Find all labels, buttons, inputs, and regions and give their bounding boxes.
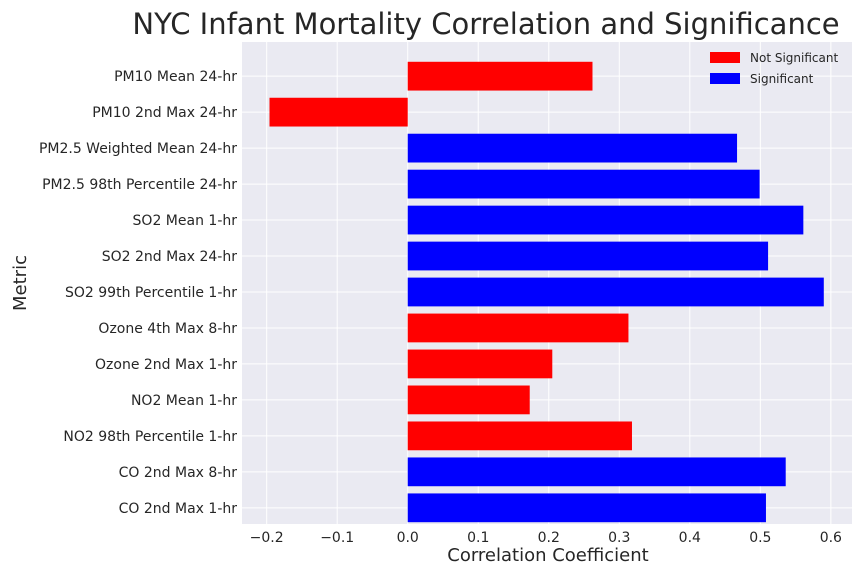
- bar: [407, 205, 804, 235]
- bar: [407, 133, 738, 163]
- y-tick-labels: PM10 Mean 24-hr PM10 2nd Max 24-hr PM2.5 W…: [39, 69, 237, 517]
- chart-title: NYC Infant Mortality Correlation and Sig…: [132, 7, 839, 41]
- y-tick-label: CO 2nd Max 1-hr: [119, 501, 238, 517]
- y-tick-label: Ozone 2nd Max 1-hr: [95, 357, 237, 373]
- bar: [407, 241, 769, 271]
- legend-swatch: [710, 52, 740, 63]
- bar: [407, 61, 593, 91]
- x-tick-label: −0.1: [320, 530, 354, 546]
- bars: [269, 61, 824, 523]
- bar: [407, 385, 530, 415]
- x-tick-label: 0.0: [397, 530, 419, 546]
- y-tick-label: PM2.5 Weighted Mean 24-hr: [39, 141, 237, 157]
- bar: [407, 313, 629, 343]
- x-tick-label: 0.3: [608, 530, 630, 546]
- bar: [407, 349, 553, 379]
- bar: [407, 169, 760, 199]
- y-axis-label: Metric: [10, 255, 31, 311]
- y-tick-label: NO2 Mean 1-hr: [131, 393, 237, 409]
- legend: Not Significant Significant: [710, 51, 838, 86]
- x-axis-label: Correlation Coefficient: [447, 545, 648, 566]
- bar: [407, 421, 632, 451]
- x-tick-label: 0.1: [467, 530, 489, 546]
- x-tick-label: 0.4: [679, 530, 701, 546]
- x-tick-labels: −0.2 −0.1 0.0 0.1 0.2 0.3 0.4 0.5 0.6: [250, 530, 842, 546]
- x-tick-label: 0.6: [820, 530, 842, 546]
- bar: [269, 97, 408, 127]
- legend-label: Not Significant: [750, 51, 838, 65]
- legend-swatch: [710, 73, 740, 84]
- y-tick-label: SO2 Mean 1-hr: [133, 213, 238, 229]
- bar: [407, 457, 786, 487]
- y-tick-label: SO2 2nd Max 24-hr: [102, 249, 238, 265]
- y-tick-label: SO2 99th Percentile 1-hr: [65, 285, 237, 301]
- y-tick-label: PM2.5 98th Percentile 24-hr: [42, 177, 237, 193]
- bar: [407, 277, 824, 307]
- legend-label: Significant: [750, 72, 814, 86]
- x-tick-label: 0.5: [749, 530, 771, 546]
- x-tick-label: 0.2: [538, 530, 560, 546]
- y-tick-label: Ozone 4th Max 8-hr: [98, 321, 237, 337]
- y-tick-label: PM10 Mean 24-hr: [114, 69, 237, 85]
- bar: [407, 493, 766, 523]
- x-tick-label: −0.2: [250, 530, 284, 546]
- y-tick-label: PM10 2nd Max 24-hr: [92, 105, 237, 121]
- y-tick-label: NO2 98th Percentile 1-hr: [63, 429, 237, 445]
- y-tick-label: CO 2nd Max 8-hr: [119, 465, 238, 481]
